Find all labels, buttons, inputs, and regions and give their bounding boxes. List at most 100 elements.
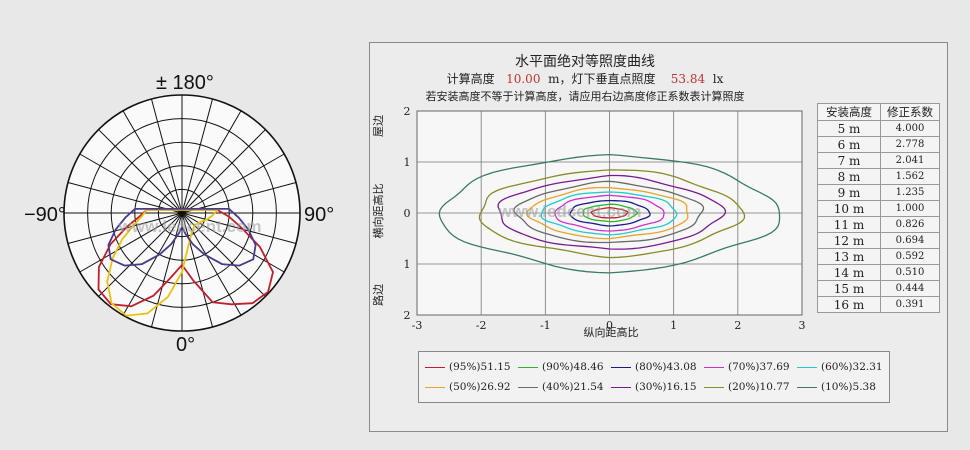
polar-spoke [181, 98, 214, 214]
correction-factor-cell: 0.592 [880, 248, 940, 265]
y-tick-label: 1 [404, 258, 411, 271]
y-tick-label: 2 [404, 105, 411, 118]
correction-row: 6 m 2.778 [817, 136, 940, 153]
contour-10 [438, 153, 781, 274]
contour-5 [540, 191, 678, 236]
legend-label: (30%)16.15 [635, 381, 697, 393]
correction-factor-cell: 0.391 [880, 296, 940, 313]
correction-row: 12 m 0.694 [817, 232, 940, 249]
legend-label: (95%)51.15 [449, 361, 511, 373]
legend-item: (95%)51.15 [425, 360, 511, 374]
legend-item: (20%)10.77 [704, 380, 790, 394]
correction-row: 14 m 0.510 [817, 264, 940, 281]
contour-8 [497, 174, 727, 250]
isolux-chart: -3 -2 -1 0 1 2 3 2 1 0 1 2 纵向距高比 屋边 横向距高比 路边 www.le… [371, 105, 806, 339]
isolux-panel: 水平面绝对等照度曲线 计算高度 10.00 m，灯下垂直点照度 53.84 lx… [369, 42, 948, 432]
polar-spoke [67, 181, 183, 214]
contour-4 [554, 194, 665, 232]
correction-row: 15 m 0.444 [817, 280, 940, 297]
correction-table-header: 安装高度 修正系数 [817, 103, 940, 121]
legend-swatch [425, 386, 445, 388]
correction-row: 7 m 2.041 [817, 152, 940, 169]
polar-spoke [150, 98, 183, 214]
polar-label-left: −90° [24, 204, 66, 226]
correction-factor-cell: 1.235 [880, 184, 940, 201]
calc-height-value: 10.00 [506, 72, 541, 86]
contour-6 [526, 186, 689, 240]
polar-curves [97, 207, 274, 317]
mount-height-cell: 10 m [817, 200, 881, 217]
legend-item: (50%)26.92 [425, 380, 511, 394]
x-tick-label: -3 [412, 319, 423, 332]
correction-row: 9 m 1.235 [817, 184, 940, 201]
contour-7 [513, 180, 705, 244]
mount-height-cell: 12 m [817, 232, 881, 249]
polar-label-top: ± 180° [156, 72, 214, 94]
mount-height-cell: 16 m [817, 296, 881, 313]
polar-curve-3 [107, 207, 257, 267]
correction-table: 安装高度 修正系数 5 m 4.000 6 m 2.778 7 m 2.041 8 m 1.5… [817, 103, 940, 313]
legend-label: (90%)48.46 [542, 361, 604, 373]
legend-swatch [704, 386, 724, 388]
illuminance-unit: lx [712, 72, 724, 86]
x-tick-label: 2 [734, 319, 741, 332]
correction-factor-cell: 0.694 [880, 232, 940, 249]
contour-2 [582, 203, 639, 223]
polar-spoke [98, 129, 183, 214]
illuminance-value: 53.84 [670, 72, 706, 86]
polar-curve-1 [97, 208, 274, 308]
legend-label: (20%)10.77 [728, 381, 790, 393]
correction-row: 5 m 4.000 [817, 120, 940, 137]
legend-item: (80%)43.08 [611, 360, 697, 374]
correction-row: 11 m 0.826 [817, 216, 940, 233]
mount-height-cell: 7 m [817, 152, 881, 169]
polar-label-right: 90° [304, 204, 335, 226]
polar-grid [63, 94, 301, 332]
mount-height-cell: 15 m [817, 280, 881, 297]
correction-row: 16 m 0.391 [817, 296, 940, 313]
y-axis-label-top: 屋边 [372, 115, 385, 137]
correction-row: 8 m 1.562 [817, 168, 940, 185]
correction-factor-cell: 2.778 [880, 136, 940, 153]
legend-label: (70%)37.69 [728, 361, 790, 373]
legend-swatch [518, 366, 538, 368]
polar-spoke [79, 153, 183, 214]
polar-spoke [150, 212, 183, 328]
polar-spoke [181, 181, 297, 214]
mount-height-cell: 13 m [817, 248, 881, 265]
legend-swatch [797, 366, 817, 368]
correction-factor-cell: 1.562 [880, 168, 940, 185]
legend-swatch [425, 366, 445, 368]
legend-swatch [611, 386, 631, 388]
y-axis-label-bottom: 路边 [372, 284, 385, 306]
y-tick-label: 2 [404, 309, 411, 322]
correction-factor-cell: 4.000 [880, 120, 940, 137]
x-tick-label: 3 [799, 319, 806, 332]
legend-label: (40%)21.54 [542, 381, 604, 393]
x-tick-label: -2 [476, 319, 487, 332]
correction-factor-cell: 0.826 [880, 216, 940, 233]
x-tick-label: 1 [670, 319, 677, 332]
legend-label: (60%)32.31 [821, 361, 883, 373]
polar-spoke [122, 212, 183, 316]
mount-height-cell: 9 m [817, 184, 881, 201]
header-mount-height: 安装高度 [817, 103, 881, 121]
polar-spoke [181, 153, 285, 214]
legend-item: (30%)16.15 [611, 380, 697, 394]
y-tick-label: 0 [404, 207, 411, 220]
correction-row: 10 m 1.000 [817, 200, 940, 217]
mount-height-cell: 14 m [817, 264, 881, 281]
polar-label-bottom: 0° [176, 334, 196, 356]
legend-item: (90%)48.46 [518, 360, 604, 374]
mount-height-cell: 5 m [817, 120, 881, 137]
mount-height-cell: 11 m [817, 216, 881, 233]
legend-item: (40%)21.54 [518, 380, 604, 394]
correction-factor-cell: 0.444 [880, 280, 940, 297]
chart-title: 水平面绝对等照度曲线 [515, 54, 655, 70]
legend-label: (10%)5.38 [821, 381, 876, 393]
correction-row: 13 m 0.592 [817, 248, 940, 265]
chart-note: 若安装高度不等于计算高度，请应用右边高度修正系数表计算照度 [425, 90, 745, 103]
legend-swatch [797, 386, 817, 388]
mount-height-cell: 8 m [817, 168, 881, 185]
legend-swatch [704, 366, 724, 368]
